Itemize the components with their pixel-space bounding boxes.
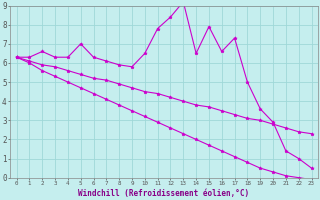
X-axis label: Windchill (Refroidissement éolien,°C): Windchill (Refroidissement éolien,°C) xyxy=(78,189,250,198)
